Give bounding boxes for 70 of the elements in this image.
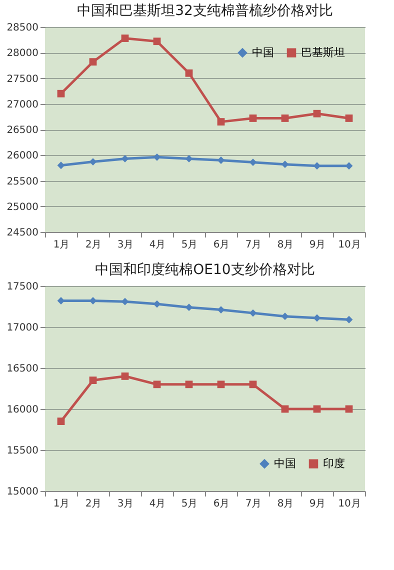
x-tick-label: 2月	[85, 498, 102, 510]
x-tick-label: 9月	[309, 498, 326, 510]
point	[313, 314, 321, 322]
y-tick-label: 15000	[6, 486, 38, 498]
y-tick-label: 16000	[6, 404, 38, 416]
y-tick-label: 28500	[6, 22, 38, 34]
point	[153, 380, 161, 388]
point	[121, 298, 129, 306]
point	[281, 312, 289, 320]
point	[153, 300, 161, 308]
point	[281, 160, 289, 168]
x-tick-label: 10月	[338, 498, 361, 510]
point	[217, 380, 225, 388]
x-tick-label: 3月	[117, 240, 134, 250]
legend-label: 中国	[252, 46, 274, 59]
x-tick-label: 8月	[277, 240, 294, 250]
x-tick-label: 4月	[149, 240, 166, 250]
x-tick-label: 6月	[213, 498, 230, 510]
point	[313, 110, 321, 118]
point	[345, 114, 353, 122]
x-tick-label: 4月	[149, 498, 166, 510]
point	[121, 34, 129, 42]
point	[281, 114, 289, 122]
point	[121, 372, 129, 380]
point	[249, 158, 257, 166]
x-tick-label: 1月	[53, 498, 70, 510]
y-tick-label: 24500	[6, 228, 38, 238]
x-tick-label: 9月	[309, 240, 326, 250]
x-tick-label: 10月	[338, 240, 361, 250]
y-tick-label: 17000	[6, 322, 38, 334]
y-tick-label: 26500	[6, 125, 38, 136]
y-tick-label: 15500	[6, 446, 38, 456]
point	[249, 380, 257, 388]
point	[217, 118, 225, 126]
point	[249, 309, 257, 317]
y-tick-label: 27500	[6, 74, 38, 85]
point	[153, 38, 161, 46]
y-tick-label: 17500	[6, 282, 38, 292]
y-tick-label: 25500	[6, 176, 38, 188]
legend-label: 中国	[274, 456, 296, 470]
point	[185, 380, 193, 388]
point	[121, 155, 129, 162]
point	[249, 114, 257, 122]
point	[57, 418, 65, 426]
x-tick-label: 2月	[85, 240, 102, 250]
chart-title: 中国和巴基斯坦32支纯棉普梳纱价格对比	[77, 2, 333, 19]
point	[89, 376, 97, 384]
y-tick-label: 27000	[6, 99, 38, 110]
point	[185, 69, 193, 77]
y-tick-label: 28000	[6, 48, 38, 60]
point	[57, 90, 65, 98]
x-tick-label: 7月	[245, 498, 262, 510]
x-tick-label: 6月	[213, 240, 230, 250]
y-tick-label: 25000	[6, 202, 38, 213]
x-tick-label: 5月	[181, 240, 198, 250]
point	[345, 316, 353, 324]
point	[185, 304, 193, 312]
legend-label: 印度	[323, 456, 345, 470]
x-tick-label: 8月	[277, 498, 294, 510]
x-tick-label: 3月	[117, 498, 134, 510]
y-tick-label: 26000	[6, 150, 38, 162]
point	[89, 58, 97, 66]
point	[345, 162, 353, 170]
point	[57, 162, 65, 170]
x-tick-label: 5月	[181, 498, 198, 510]
legend-label: 巴基斯坦	[301, 46, 345, 59]
y-tick-label: 16500	[6, 364, 38, 374]
x-tick-label: 7月	[245, 240, 262, 250]
chart-title: 中国和印度纯棉OE10支纱价格对比	[95, 262, 315, 278]
x-tick-label: 1月	[53, 240, 70, 250]
